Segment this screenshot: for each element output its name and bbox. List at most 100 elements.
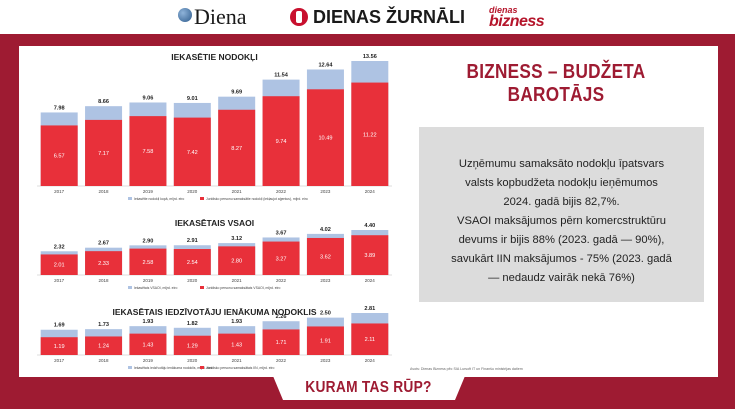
diena-logo[interactable]: Diena: [178, 4, 247, 30]
x-tick-label: 2017: [54, 278, 65, 283]
bar-company: [129, 116, 167, 186]
chart-title: IEKASĒTAIS IEDZĪVOTĀJU IENĀKUMA NODOKLIS: [112, 307, 316, 317]
value-label-total: 2.32: [54, 244, 65, 250]
value-label-total: 13.56: [363, 54, 377, 60]
bar-company: [262, 241, 300, 275]
source-note: Avots: Dienas Bizness pēc SIA Lursoft IT…: [410, 367, 523, 371]
bar-company: [173, 249, 211, 275]
bar-company: [306, 237, 344, 275]
dienas-bizness-logo[interactable]: dienas bizness: [489, 5, 545, 30]
chart-title: IEKASĒTIE NODOKĻI: [171, 52, 257, 62]
value-label-company: 1.29: [187, 343, 198, 349]
value-label-total: 11.54: [274, 73, 289, 79]
legend-swatch-company: [200, 197, 204, 200]
x-tick-label: 2021: [232, 278, 243, 283]
info-line: savukārt IIN maksājumos - 75% (2023. gad…: [451, 253, 672, 265]
bar-company: [85, 336, 123, 355]
legend-swatch-total: [128, 366, 132, 369]
value-label-company: 11.22: [363, 132, 377, 138]
x-tick-label: 2018: [99, 278, 110, 283]
legend-label-company: Juridisko personu samaksātie nodokļi (ie…: [206, 196, 308, 201]
value-label-total: 9.69: [231, 90, 242, 96]
value-label-total: 4.02: [320, 227, 331, 233]
value-label-company: 2.80: [231, 259, 242, 265]
value-label-total: 2.90: [142, 238, 153, 244]
value-label-company: 1.91: [320, 339, 331, 345]
value-label-total: 2.67: [98, 241, 109, 247]
x-tick-label: 2017: [54, 358, 65, 363]
headline: BIZNESS – BUDŽETA BAROTĀJS: [466, 61, 646, 106]
bar-company: [306, 326, 344, 355]
value-label-company: 10.49: [318, 136, 332, 142]
bar-company: [262, 96, 300, 186]
x-tick-label: 2023: [320, 278, 331, 283]
value-label-total: 8.66: [98, 99, 109, 105]
value-label-total: 12.64: [318, 62, 333, 68]
value-label-company: 1.43: [142, 342, 153, 348]
x-tick-label: 2018: [99, 358, 110, 363]
value-label-total: 9.01: [187, 96, 198, 102]
value-label-total: 2.91: [187, 238, 198, 244]
x-tick-label: 2021: [232, 358, 243, 363]
value-label-company: 7.58: [142, 149, 153, 155]
value-label-company: 9.74: [276, 139, 287, 145]
x-tick-label: 2024: [365, 189, 376, 194]
legend-swatch-company: [200, 366, 204, 369]
x-tick-label: 2022: [276, 278, 287, 283]
dienas-zurnali-logo[interactable]: DIENAS ŽURNĀLI: [290, 7, 465, 28]
bar-company: [262, 329, 300, 355]
legend-label-total: Iekasētais iedzīvotāju ienākuma nodoklis…: [134, 366, 212, 370]
bar-company: [218, 333, 256, 355]
db-logo-bottom: bizness: [489, 13, 545, 30]
info-line: VSAOI maksājumos pērn komercstruktūru: [457, 215, 666, 227]
bar-company: [129, 333, 167, 355]
bar-company: [173, 335, 211, 355]
db-logo-top: dienas: [489, 5, 518, 15]
bar-company: [351, 235, 389, 275]
x-tick-label: 2017: [54, 189, 65, 194]
value-label-company: 3.62: [320, 254, 331, 260]
value-label-company: 1.19: [54, 344, 65, 350]
bar-company: [40, 254, 78, 275]
value-label-total: 3.12: [231, 236, 242, 242]
chart-title: IEKASĒTAIS VSAOI: [175, 218, 254, 228]
value-label-company: 7.42: [187, 150, 198, 156]
value-label-company: 2.11: [365, 337, 375, 343]
x-tick-label: 2022: [276, 358, 287, 363]
value-label-total: 7.98: [54, 105, 65, 111]
x-tick-label: 2023: [320, 358, 331, 363]
value-label-company: 2.54: [187, 260, 198, 266]
x-tick-label: 2020: [187, 278, 198, 283]
value-label-total: 1.73: [98, 322, 109, 328]
legend-label-company: Juridisko personu samaksātais VSAOI, mlj…: [206, 286, 281, 290]
value-label-total: 4.40: [364, 223, 375, 229]
bar-company: [218, 246, 256, 275]
bar-company: [129, 248, 167, 275]
x-tick-label: 2019: [143, 278, 154, 283]
legend-swatch-total: [128, 286, 132, 289]
value-label-total: 9.06: [142, 95, 153, 101]
legend-label-total: Iekasētais VSAOI, mljrd. eiro: [134, 286, 177, 290]
value-label-company: 2.33: [98, 261, 109, 267]
x-tick-label: 2020: [187, 189, 198, 194]
diena-logo-text: Diena: [194, 4, 247, 29]
bar-company: [85, 251, 123, 275]
value-label-total: 2.26: [276, 314, 287, 320]
dz-seal-icon: [290, 8, 308, 26]
value-label-total: 1.69: [54, 323, 65, 329]
legend-label-company: Juridisko personu samaksātais IIN, mljrd…: [206, 366, 275, 370]
info-line: valsts kopbudžeta nodokļu ieņēmumos: [465, 177, 658, 189]
value-label-company: 3.89: [364, 253, 375, 259]
x-tick-label: 2019: [143, 189, 154, 194]
value-label-company: 3.27: [276, 256, 287, 262]
bar-company: [218, 109, 256, 186]
bar-company: [173, 117, 211, 186]
value-label-company: 2.58: [142, 260, 153, 266]
value-label-company: 8.27: [231, 146, 242, 152]
top-bar: Diena DIENAS ŽURNĀLI dienas bizness: [0, 0, 735, 34]
info-text: Uzņēmumu samaksāto nodokļu īpatsvars vals…: [429, 155, 694, 288]
legend-swatch-company: [200, 286, 204, 289]
info-line: devums ir bijis 88% (2023. gadā — 90%),: [458, 234, 665, 246]
value-label-total: 1.93: [142, 319, 153, 325]
